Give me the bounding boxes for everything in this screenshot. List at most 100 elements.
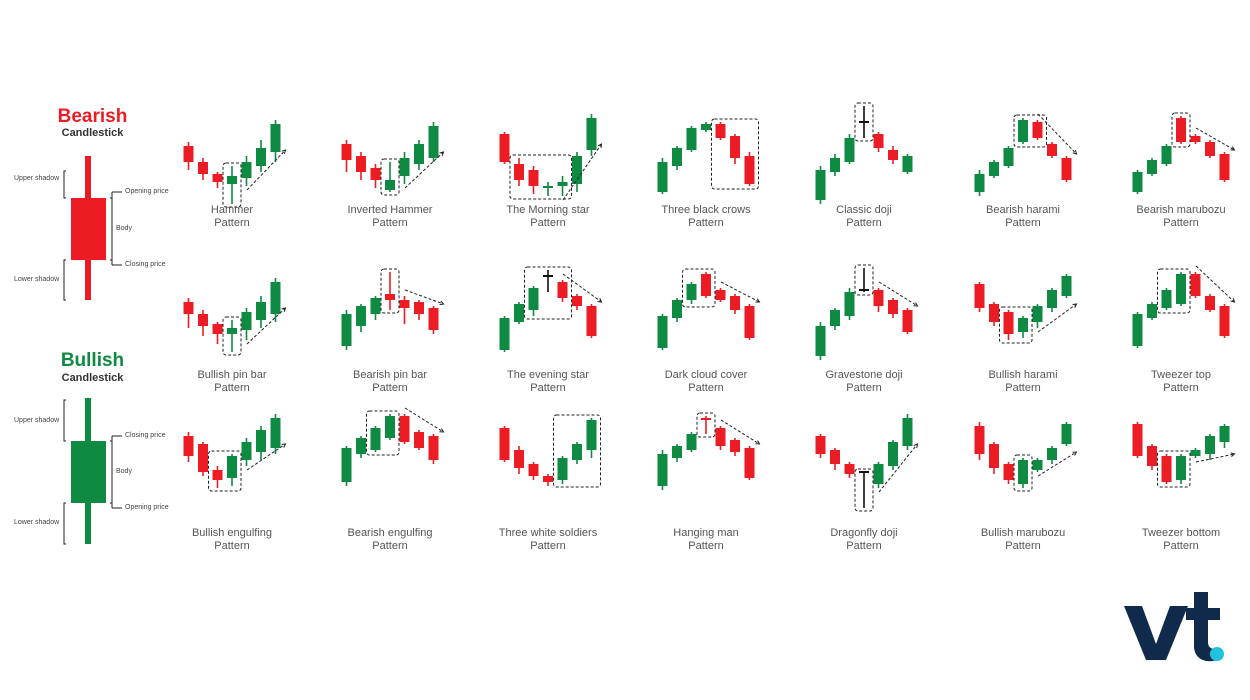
bearish-marubozu-candle — [1219, 152, 1230, 182]
gravestone-doji-candle — [873, 288, 884, 312]
tweezer-bottom-highlight-box — [1157, 450, 1191, 488]
pattern-name: Inverted Hammer — [347, 204, 433, 216]
bullish-harami-candle — [1061, 274, 1072, 298]
hanging-man-candle — [657, 450, 668, 490]
evening-star-candle — [514, 302, 524, 324]
bullish-legend-title: Bullish — [60, 350, 125, 371]
bullish-engulfing-candle — [256, 426, 266, 460]
bearish-engulfing-candle — [356, 436, 366, 458]
morning-star-candle — [572, 152, 582, 192]
three-black-crows-candle — [715, 122, 726, 140]
dark-cloud-cover-arrow-head — [755, 298, 761, 303]
three-white-soldiers-candle — [528, 462, 539, 480]
dragonfly-doji-label: Dragonfly doji Pattern — [789, 527, 939, 553]
bearish-opening-price-label: Opening price — [125, 188, 169, 195]
bullish-marubozu-candle — [974, 422, 985, 460]
hammer-candle — [183, 142, 194, 170]
bearish-marubozu-highlight-box — [1171, 112, 1191, 148]
bullish-engulfing-candle — [241, 438, 252, 466]
bullish-harami-candle — [1003, 310, 1014, 340]
bearish-pin-bar-candle — [428, 306, 439, 334]
bullish-marubozu-candle — [1032, 458, 1043, 472]
morning-star-chart — [499, 114, 603, 201]
bearish-harami-arrow-head — [1072, 150, 1078, 155]
bearish-pin-bar-arrow-head — [439, 300, 445, 306]
bullish-marubozu-chart — [974, 422, 1078, 492]
hanging-man-candle — [715, 426, 726, 450]
pattern-suffix: Pattern — [688, 540, 724, 552]
dragonfly-doji-candle — [844, 462, 855, 478]
hanging-man-chart — [657, 412, 761, 490]
bearish-harami-highlight-box — [1013, 114, 1047, 148]
bullish-lower-shadow-label: Lower shadow — [14, 519, 60, 526]
hammer-trend-arrow — [246, 149, 286, 191]
dragonfly-doji-candle — [815, 434, 826, 458]
bearish-harami-candle — [1018, 118, 1028, 144]
bearish-engulfing-chart — [341, 407, 445, 486]
bearish-marubozu-candle — [1147, 158, 1157, 176]
tweezer-top-candle — [1190, 272, 1201, 298]
pattern-name: Tweezer bottom — [1141, 527, 1221, 539]
evening-star-arrow-head — [597, 298, 603, 303]
tweezer-bottom-label: Tweezer bottom Pattern — [1106, 527, 1250, 553]
pattern-name: Bearish pin bar — [353, 369, 427, 381]
three-white-soldiers-candle — [514, 446, 524, 474]
bullish-marubozu-highlight-box — [1013, 454, 1033, 492]
bearish-engulfing-candle — [341, 446, 352, 486]
tweezer-top-highlight-box — [1157, 268, 1191, 314]
pattern-name: Bearish harami — [986, 204, 1060, 216]
three-white-soldiers-candle — [499, 426, 510, 462]
gravestone-doji-candle — [815, 322, 826, 360]
bearish-engulfing-candle — [428, 434, 439, 464]
tweezer-bottom-chart — [1132, 422, 1236, 488]
hammer-arrow-head — [281, 149, 287, 154]
pattern-name: Three white soldiers — [498, 527, 598, 539]
gravestone-doji-chart — [815, 264, 919, 360]
pattern-suffix: Pattern — [688, 382, 724, 394]
pattern-suffix: Pattern — [372, 217, 408, 229]
bearish-marubozu-candle — [1161, 144, 1172, 166]
classic-doji-highlight-box — [854, 102, 874, 142]
bearish-harami-chart — [974, 113, 1078, 196]
dark-cloud-cover-candle — [730, 294, 740, 314]
pattern-suffix: Pattern — [1163, 540, 1199, 552]
bearish-engulfing-highlight-box — [366, 410, 400, 456]
classic-doji-chart — [815, 102, 913, 204]
three-black-crows-candle — [730, 134, 740, 164]
dragonfly-doji-trend-arrow — [878, 443, 918, 493]
inverted-hammer-trend-arrow — [404, 151, 444, 189]
three-black-crows-candle — [701, 122, 711, 132]
hammer-label: Hammer Pattern — [157, 204, 307, 230]
pattern-name: Hammer — [210, 204, 254, 216]
bearish-harami-candle — [1032, 120, 1043, 140]
pattern-suffix: Pattern — [530, 217, 566, 229]
legend-diagrams — [63, 156, 122, 545]
evening-star-candle — [586, 304, 597, 338]
evening-star-candle — [499, 316, 510, 352]
evening-star-candle — [572, 294, 582, 310]
hammer-candle — [241, 156, 252, 186]
three-white-soldiers-candle — [586, 418, 597, 458]
bearish-upper-shadow-label: Upper shadow — [14, 175, 60, 182]
bearish-marubozu-arrow-head — [1230, 146, 1236, 151]
morning-star-highlight-box — [509, 154, 572, 200]
bullish-pin-bar-candle — [241, 308, 252, 340]
bearish-harami-candle — [989, 160, 999, 178]
bullish-marubozu-arrow-head — [1072, 451, 1078, 456]
tweezer-bottom-arrow-head — [1230, 452, 1236, 457]
bullish-marubozu-candle — [1061, 422, 1072, 446]
pattern-suffix: Pattern — [846, 217, 882, 229]
morning-star-candle — [499, 132, 510, 164]
three-white-soldiers-highlight-box — [553, 414, 601, 488]
gravestone-doji-label: Gravestone doji Pattern — [789, 369, 939, 395]
bullish-engulfing-candle — [212, 466, 223, 488]
bullish-harami-highlight-box — [999, 306, 1033, 344]
dark-cloud-cover-trend-arrow — [720, 281, 760, 303]
gravestone-doji-candle — [859, 268, 869, 292]
bullish-engulfing-chart — [183, 414, 287, 492]
bullish-harami-candle — [1018, 316, 1028, 338]
pattern-suffix: Pattern — [530, 382, 566, 394]
bearish-pin-bar-candle — [370, 296, 381, 320]
three-white-soldiers-candle — [557, 456, 568, 484]
bearish-pin-bar-trend-arrow — [404, 289, 444, 305]
